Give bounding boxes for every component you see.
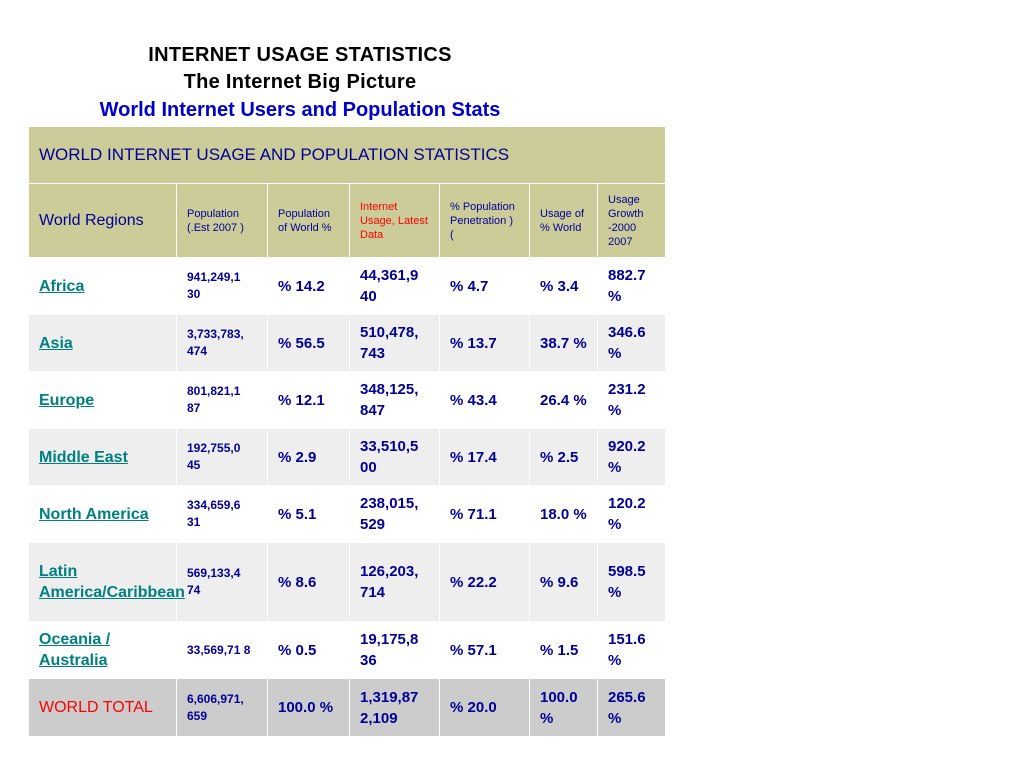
cell-penetration: % 4.7 xyxy=(439,257,530,315)
header-penetration: % Population Penetration ) ( xyxy=(439,183,530,258)
cell-penetration: % 22.2 xyxy=(439,542,530,622)
region-link-latin-america[interactable]: Latin America/Caribbean xyxy=(39,563,185,601)
header-usage-of-world: Usage of % World xyxy=(529,183,598,258)
header-population-of-world: Population of World % xyxy=(267,183,350,258)
table-title-row: WORLD INTERNET USAGE AND POPULATION STAT… xyxy=(28,126,666,184)
cell-population-of-world: % 56.5 xyxy=(267,314,350,372)
cell-usage-growth: 598.5 % xyxy=(597,542,666,622)
cell-penetration: % 13.7 xyxy=(439,314,530,372)
cell-usage-growth: 265.6 % xyxy=(597,678,666,737)
table-total-row: WORLD TOTAL 6,606,971, 659 100.0 % 1,319… xyxy=(28,678,666,737)
cell-population: 6,606,971, 659 xyxy=(176,678,268,737)
header-usage-growth: Usage Growth -2000 2007 xyxy=(597,183,666,258)
cell-internet-usage: 1,319,87 2,109 xyxy=(349,678,440,737)
usage-statistics-table: WORLD INTERNET USAGE AND POPULATION STAT… xyxy=(28,126,666,737)
cell-population-of-world: % 0.5 xyxy=(267,621,350,679)
cell-population: 569,133,4 74 xyxy=(176,542,268,622)
cell-world-total-label: WORLD TOTAL xyxy=(28,678,177,737)
main-title: INTERNET USAGE STATISTICS xyxy=(148,44,452,66)
cell-usage-of-world: % 2.5 xyxy=(529,428,598,486)
cell-penetration: % 17.4 xyxy=(439,428,530,486)
cell-internet-usage: 348,125, 847 xyxy=(349,371,440,429)
cell-usage-of-world: 38.7 % xyxy=(529,314,598,372)
subtitle: The Internet Big Picture xyxy=(183,71,417,93)
cell-penetration: % 43.4 xyxy=(439,371,530,429)
table-row: Europe 801,821,1 87 % 12.1 348,125, 847 … xyxy=(28,371,666,429)
cell-population: 3,733,783, 474 xyxy=(176,314,268,372)
cell-population-of-world: % 2.9 xyxy=(267,428,350,486)
cell-usage-of-world: 26.4 % xyxy=(529,371,598,429)
region-link-middle-east[interactable]: Middle East xyxy=(39,448,128,466)
header-population: Population (.Est 2007 ) xyxy=(176,183,268,258)
cell-population-of-world: % 12.1 xyxy=(267,371,350,429)
cell-population-of-world: 100.0 % xyxy=(267,678,350,737)
region-link-africa[interactable]: Africa xyxy=(39,277,85,295)
cell-population-of-world: % 8.6 xyxy=(267,542,350,622)
cell-internet-usage: 238,015, 529 xyxy=(349,485,440,543)
cell-population: 33,569,71 8 xyxy=(176,621,268,679)
region-link-asia[interactable]: Asia xyxy=(39,334,73,352)
table-row: Oceania / Australia 33,569,71 8 % 0.5 19… xyxy=(28,621,666,679)
cell-penetration: % 20.0 xyxy=(439,678,530,737)
cell-population-of-world: % 5.1 xyxy=(267,485,350,543)
cell-usage-of-world: % 9.6 xyxy=(529,542,598,622)
table-title: WORLD INTERNET USAGE AND POPULATION STAT… xyxy=(28,126,666,184)
table-row: Africa 941,249,1 30 % 14.2 44,361,9 40 %… xyxy=(28,257,666,315)
cell-penetration: % 71.1 xyxy=(439,485,530,543)
cell-usage-of-world: 100.0 % xyxy=(529,678,598,737)
cell-penetration: % 57.1 xyxy=(439,621,530,679)
cell-population-of-world: % 14.2 xyxy=(267,257,350,315)
cell-usage-growth: 346.6 % xyxy=(597,314,666,372)
table-row: Asia 3,733,783, 474 % 56.5 510,478, 743 … xyxy=(28,314,666,372)
cell-internet-usage: 126,203, 714 xyxy=(349,542,440,622)
section-title: World Internet Users and Population Stat… xyxy=(99,99,501,121)
table-row: Latin America/Caribbean 569,133,4 74 % 8… xyxy=(28,542,666,622)
cell-internet-usage: 44,361,9 40 xyxy=(349,257,440,315)
cell-internet-usage: 33,510,5 00 xyxy=(349,428,440,486)
cell-internet-usage: 19,175,8 36 xyxy=(349,621,440,679)
cell-internet-usage: 510,478, 743 xyxy=(349,314,440,372)
header-internet-usage: Internet Usage, Latest Data xyxy=(349,183,440,258)
title-block: INTERNET USAGE STATISTICS The Internet B… xyxy=(0,42,600,124)
cell-usage-of-world: 18.0 % xyxy=(529,485,598,543)
cell-usage-growth: 151.6 % xyxy=(597,621,666,679)
header-world-regions: World Regions xyxy=(28,183,177,258)
cell-usage-growth: 231.2 % xyxy=(597,371,666,429)
cell-usage-growth: 120.2 % xyxy=(597,485,666,543)
cell-usage-of-world: % 3.4 xyxy=(529,257,598,315)
cell-usage-of-world: % 1.5 xyxy=(529,621,598,679)
cell-population: 334,659,6 31 xyxy=(176,485,268,543)
region-link-europe[interactable]: Europe xyxy=(39,391,95,409)
cell-usage-growth: 882.7 % xyxy=(597,257,666,315)
region-link-north-america[interactable]: North America xyxy=(39,505,149,523)
cell-population: 941,249,1 30 xyxy=(176,257,268,315)
region-link-oceania[interactable]: Oceania / Australia xyxy=(39,631,111,669)
table-row: Middle East 192,755,0 45 % 2.9 33,510,5 … xyxy=(28,428,666,486)
cell-population: 192,755,0 45 xyxy=(176,428,268,486)
cell-population: 801,821,1 87 xyxy=(176,371,268,429)
cell-usage-growth: 920.2 % xyxy=(597,428,666,486)
table-header-row: World Regions Population (.Est 2007 ) Po… xyxy=(28,183,666,258)
table-row: North America 334,659,6 31 % 5.1 238,015… xyxy=(28,485,666,543)
